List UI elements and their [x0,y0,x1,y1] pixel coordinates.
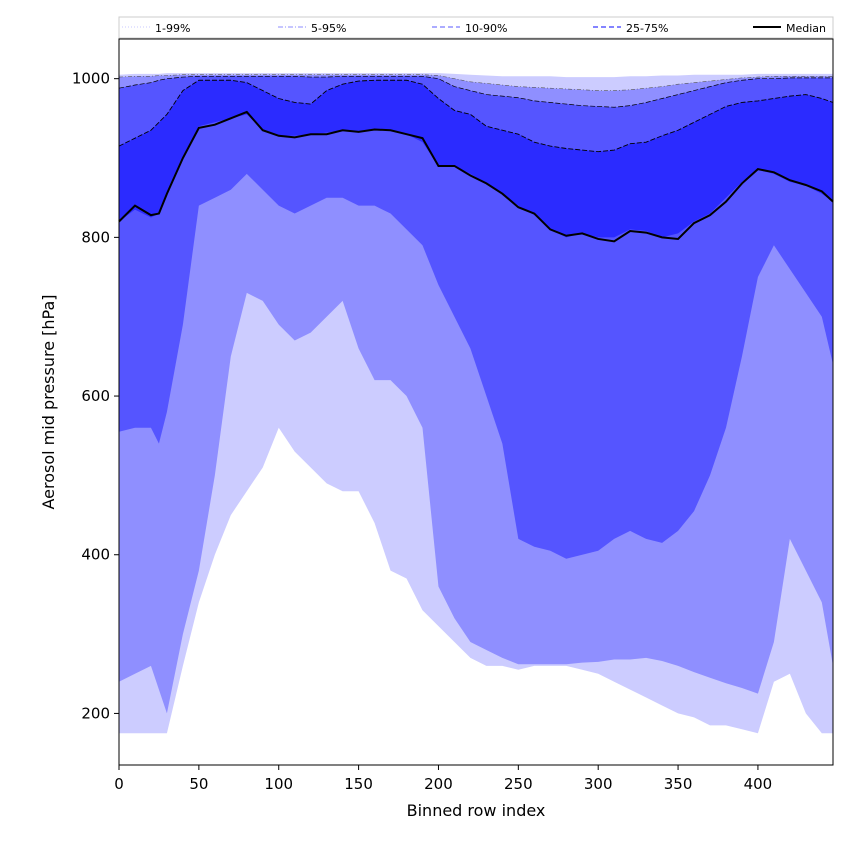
median-line [118,110,834,243]
x-axis-label: Binned row index [407,801,546,820]
legend-label: Median [786,22,826,35]
legend-label: 25-75% [626,22,668,35]
y-tick-label: 800 [81,228,110,246]
x-tick-label: 50 [189,775,208,793]
x-tick-label: 300 [584,775,613,793]
line-p95 [118,74,833,91]
legend-label: 10-90% [465,22,507,35]
y-tick-label: 600 [81,387,110,405]
percentile-lines [118,74,834,243]
x-tick-label: 200 [424,775,453,793]
line-p75 [118,79,834,153]
y-tick-label: 200 [81,704,110,722]
x-tick-label: 100 [264,775,293,793]
y-axis-label: Aerosol mid pressure [hPa] [39,294,58,509]
x-tick-label: 400 [744,775,773,793]
y-tick-label: 400 [81,546,110,564]
legend-box [118,16,834,39]
legend-label: 5-95% [311,22,346,35]
line-p90 [118,75,833,108]
x-tick-label: 350 [664,775,693,793]
x-tick-label: 150 [344,775,373,793]
x-tick-label: 0 [114,775,124,793]
percentile-bands [119,39,833,765]
legend: 1-99% 5-95% 10-90% 25-75% Median [118,16,834,39]
axes: 0 50 100 150 200 250 300 350 400 200 400 600 800 1000 [72,70,772,793]
legend-label: 1-99% [155,22,190,35]
x-tick-label: 250 [504,775,533,793]
plot-frame [118,38,834,766]
y-tick-label: 1000 [72,70,110,88]
band-p99 [119,39,833,78]
